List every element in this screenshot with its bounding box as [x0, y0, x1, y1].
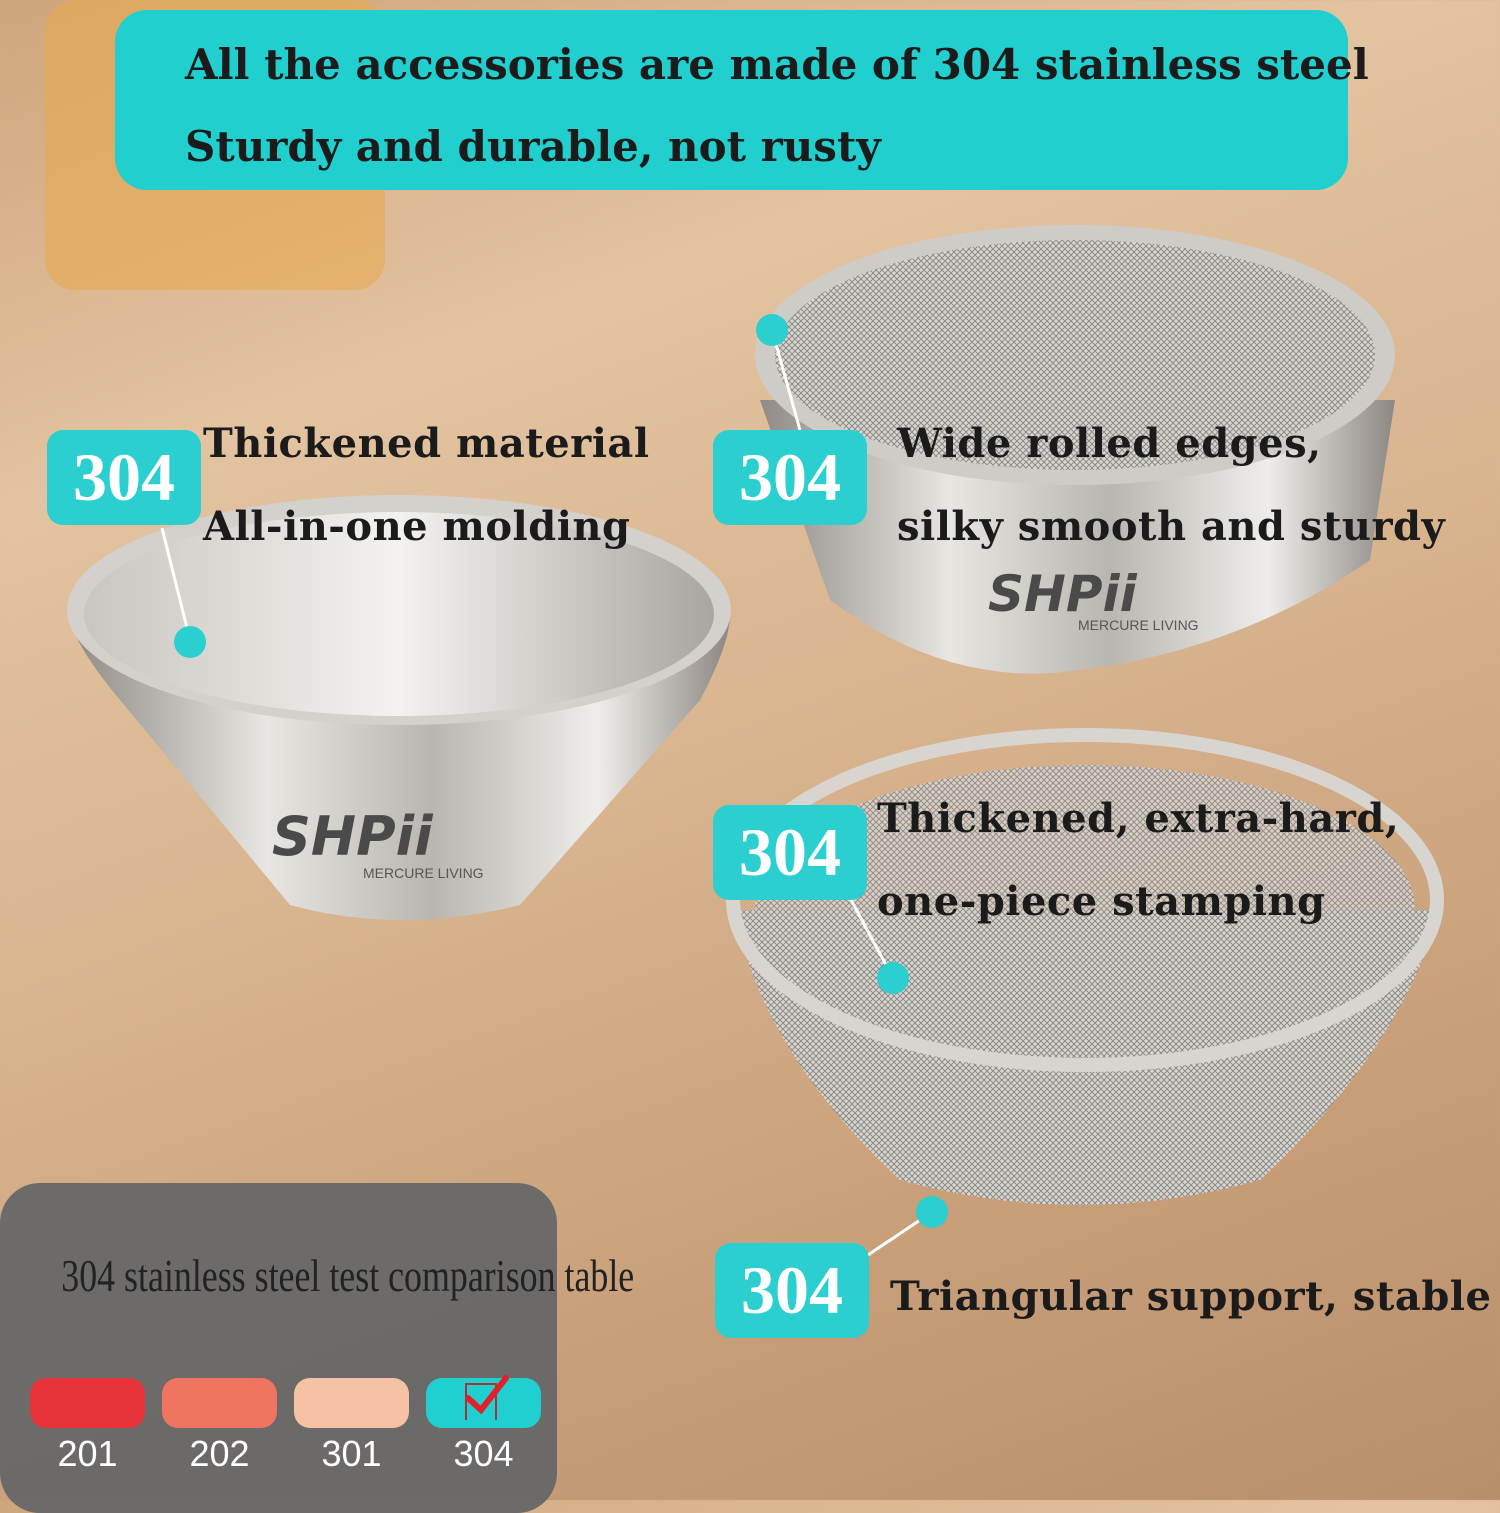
grade-badge: 304 [47, 430, 201, 525]
feature-text: Thickened material [203, 420, 650, 467]
grade-label: 201 [57, 1433, 118, 1474]
grade-badge: 304 [713, 430, 867, 525]
feature-text: Triangular support, stable [890, 1273, 1492, 1320]
grade-badge: 304 [715, 1243, 869, 1338]
grade-label: 301 [321, 1433, 382, 1474]
swatch-301 [294, 1378, 409, 1428]
callout-dot [174, 626, 206, 658]
feature-text: one-piece stamping [877, 878, 1326, 925]
brand-logo: SHPii [272, 805, 433, 868]
callout-dot [756, 314, 788, 346]
bowl-with-strainer [755, 225, 1395, 674]
grade-label: 202 [189, 1433, 250, 1474]
feature-text: All-in-one molding [203, 503, 631, 550]
mesh-strainer [726, 728, 1444, 1205]
feature-text: silky smooth and sturdy [897, 503, 1446, 550]
brand-logo: SHPii [988, 565, 1137, 623]
callout-dot [877, 962, 909, 994]
checkbox-checked-icon [465, 1375, 509, 1420]
comparison-panel: 304 stainless steel test comparison tabl… [0, 1183, 635, 1513]
swatch-304 [426, 1375, 541, 1428]
feature-text: Thickened, extra-hard, [877, 795, 1400, 842]
feature-text: Wide rolled edges, [897, 420, 1322, 467]
brand-tagline: MERCURE LIVING [363, 865, 484, 881]
brand-tagline: MERCURE LIVING [1078, 617, 1199, 633]
grade-label: 304 [453, 1433, 514, 1474]
headline-line-2: Sturdy and durable, not rusty [185, 122, 881, 171]
sauce-bowl [67, 495, 731, 920]
swatch-201 [30, 1378, 145, 1428]
headline-banner: All the accessories are made of 304 stai… [115, 10, 1369, 190]
comparison-title: 304 stainless steel test comparison tabl… [61, 1250, 635, 1301]
swatch-202 [162, 1378, 277, 1428]
headline-line-1: All the accessories are made of 304 stai… [185, 40, 1369, 89]
callout-dot [916, 1196, 948, 1228]
grade-badge: 304 [713, 805, 867, 900]
